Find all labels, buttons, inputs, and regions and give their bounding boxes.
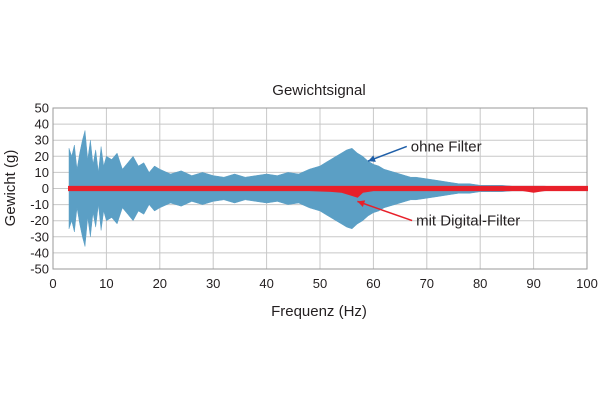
annotation-label: mit Digital-Filter xyxy=(416,213,520,230)
x-tick-label: 80 xyxy=(473,276,487,291)
x-tick-label: 30 xyxy=(206,276,220,291)
series-layer xyxy=(68,130,588,247)
y-tick-label: 20 xyxy=(35,149,49,164)
x-tick-label: 40 xyxy=(259,276,273,291)
x-tick-label: 100 xyxy=(576,276,598,291)
annotation-arrow xyxy=(357,200,413,222)
annotation-label: ohne Filter xyxy=(411,138,482,155)
x-tick-labels: 0 10 20 30 40 50 60 70 80 90 100 xyxy=(49,276,597,291)
x-tick-label: 50 xyxy=(313,276,327,291)
y-tick-label: -20 xyxy=(30,213,49,228)
x-tick-label: 90 xyxy=(526,276,540,291)
annotations: ohne Filter mit Digital-Filter xyxy=(357,138,520,230)
y-tick-label: -10 xyxy=(30,197,49,212)
y-tick-label: -50 xyxy=(30,262,49,277)
y-tick-label: -40 xyxy=(30,245,49,260)
y-tick-label: 30 xyxy=(35,133,49,148)
y-tick-label: 10 xyxy=(35,165,49,180)
x-axis-title: Frequenz (Hz) xyxy=(271,303,367,320)
y-tick-label: 50 xyxy=(35,101,49,116)
y-tick-label: -30 xyxy=(30,229,49,244)
chart-title: Gewichtsignal xyxy=(272,82,365,99)
series-mit-digital-filter-area xyxy=(68,185,588,198)
y-axis-title: Gewicht (g) xyxy=(2,150,19,227)
annotation-arrowhead xyxy=(357,200,366,207)
x-tick-label: 20 xyxy=(153,276,167,291)
y-tick-label: 0 xyxy=(42,181,49,196)
x-tick-label: 70 xyxy=(420,276,434,291)
x-tick-label: 0 xyxy=(49,276,56,291)
y-tick-label: 40 xyxy=(35,117,49,132)
x-tick-label: 10 xyxy=(99,276,113,291)
annotation-arrowhead xyxy=(368,155,376,162)
x-tick-label: 60 xyxy=(366,276,380,291)
